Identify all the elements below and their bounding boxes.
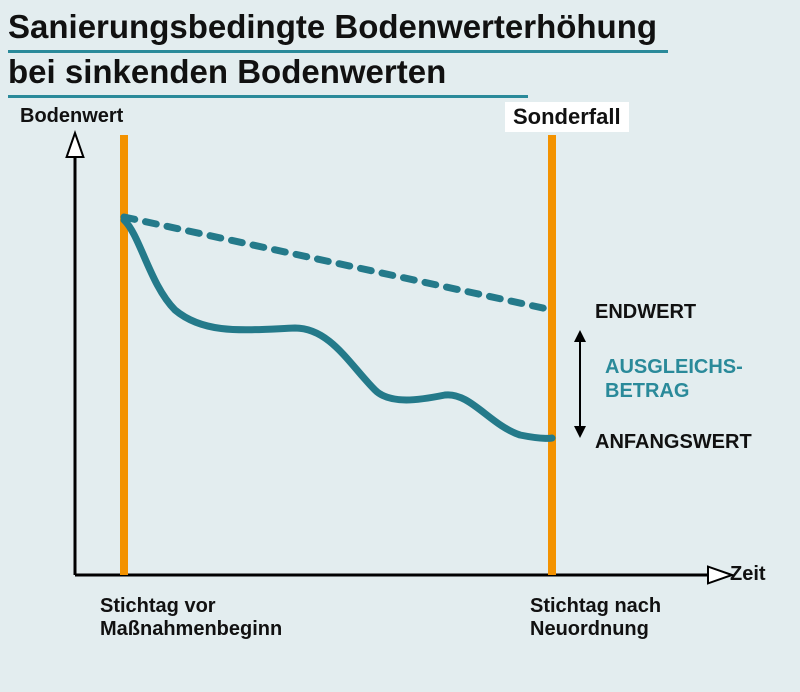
- endwert-label: ENDWERT: [595, 300, 696, 324]
- chart-area: Bodenwert Zeit Sonderfall: [0, 100, 800, 692]
- anfangswert-curve: [124, 220, 552, 438]
- title-line-2: bei sinkenden Bodenwerten: [8, 53, 446, 90]
- y-axis-arrow-icon: [67, 133, 84, 157]
- tick-label-2: Stichtag nach Neuordnung: [530, 595, 661, 641]
- x-axis-arrow-icon: [708, 567, 732, 584]
- endwert-line: [124, 217, 552, 310]
- title-block: Sanierungsbedingte Bodenwerterhöhung bei…: [8, 8, 792, 100]
- ausgleichsbetrag-arrow-icon: [574, 330, 586, 438]
- ausgleichsbetrag-label: AUSGLEICHS- BETRAG: [605, 355, 743, 403]
- page-root: Sanierungsbedingte Bodenwerterhöhung bei…: [0, 0, 800, 692]
- page-title: Sanierungsbedingte Bodenwerterhöhung bei…: [8, 8, 792, 100]
- anfangswert-label: ANFANGSWERT: [595, 430, 752, 454]
- title-line-1: Sanierungsbedingte Bodenwerterhöhung: [8, 8, 657, 45]
- tick-label-1: Stichtag vor Maßnahmenbeginn: [100, 595, 282, 641]
- title-rule-2: [8, 95, 528, 98]
